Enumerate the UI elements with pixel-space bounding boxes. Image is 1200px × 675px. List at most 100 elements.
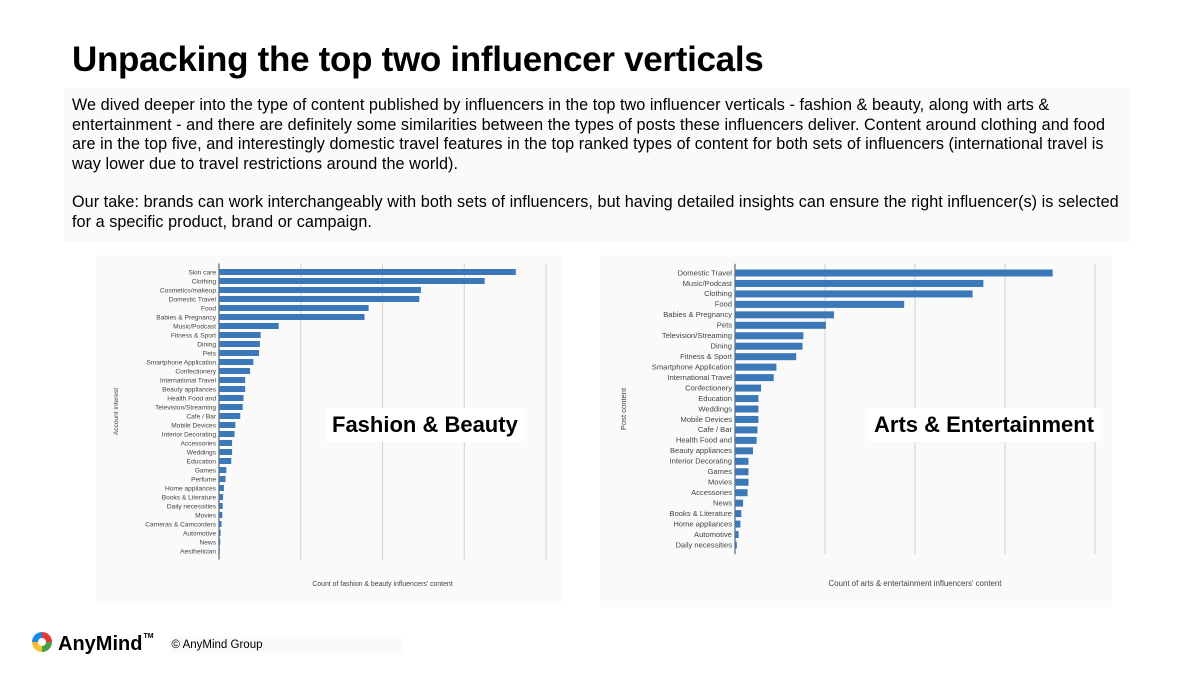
fb-bar-television-streaming: [219, 404, 243, 410]
fb-bar-books-literature: [219, 494, 224, 500]
fb-tick-fitness-sport: Fitness & Sport: [171, 332, 216, 339]
fb-bar-daily-necessities: [219, 503, 223, 509]
ae-tick-books-literature: Books & Literature: [670, 509, 732, 518]
ae-bar-smartphone-application: [735, 363, 777, 371]
ae-tick-interior-decorating: Interior Decorating: [670, 457, 732, 466]
ae-tick-clothing: Clothing: [704, 289, 732, 298]
ae-tick-daily-necessities: Daily necessities: [675, 540, 732, 549]
fb-tick-music-podcast: Music/Podcast: [173, 323, 216, 330]
ae-bar-movies: [735, 478, 749, 486]
ae-tick-smartphone-application: Smartphone Application: [652, 362, 732, 371]
fb-bar-interior-decorating: [219, 431, 235, 437]
logo-trademark: TM: [143, 633, 154, 640]
fb-tick-food: Food: [201, 305, 216, 312]
copyright-text: © AnyMind Group: [169, 636, 403, 653]
ae-tick-fitness-sport: Fitness & Sport: [680, 352, 733, 361]
fb-tick-pets: Pets: [203, 350, 217, 357]
ae-bar-books-literature: [735, 510, 742, 518]
fb-bar-education: [219, 458, 232, 464]
fb-bar-perfume: [219, 476, 226, 482]
fb-tick-games: Games: [195, 467, 217, 474]
ae-tick-food: Food: [715, 300, 732, 309]
fashion-beauty-chart: Skin care Clothing Cosmetics/makeup Domesti…: [113, 263, 547, 588]
fb-tick-cameras-camcorders: Cameras & Camcorders: [145, 521, 216, 528]
ae-tick-pets: Pets: [717, 321, 732, 330]
ae-bar-food: [735, 300, 905, 308]
fb-bar-health-food-and: [219, 395, 244, 401]
fb-tick-smartphone-application: Smartphone Application: [146, 359, 216, 366]
fashion-beauty-label: Fashion & Beauty: [326, 408, 524, 442]
ae-bar-games: [735, 468, 749, 476]
ae-bar-automotive: [735, 531, 739, 539]
fb-tick-cafe-bar: Cafe / Bar: [186, 413, 216, 420]
fb-tick-dining: Dining: [197, 341, 216, 348]
ae-tick-health-food-and: Health Food and: [676, 436, 732, 445]
ae-tick-mobile-devices: Mobile Devices: [681, 415, 733, 424]
fb-tick-mobile-devices: Mobile Devices: [171, 422, 216, 429]
fb-bar-smartphone-application: [219, 359, 254, 365]
fb-bar-skin-care: [219, 269, 516, 275]
ae-tick-games: Games: [708, 467, 733, 476]
ae-tick-news: News: [713, 498, 732, 507]
fb-tick-daily-necessities: Daily necessities: [167, 503, 217, 510]
fb-bar-clothing: [219, 278, 485, 284]
fb-tick-automotive: Automotive: [183, 530, 216, 537]
ae-bar-television-streaming: [735, 332, 804, 340]
ae-tick-education: Education: [698, 394, 732, 403]
fb-tick-domestic-travel: Domestic Travel: [169, 296, 217, 303]
fb-bar-music-podcast: [219, 323, 279, 329]
ae-tick-movies: Movies: [708, 478, 732, 487]
fb-tick-perfume: Perfume: [191, 476, 216, 483]
fb-bar-international-travel: [219, 377, 246, 383]
footer: AnyMindTM © AnyMind Group: [30, 630, 403, 659]
paragraph-take: Our take: brands can work interchangeabl…: [72, 193, 1119, 231]
body-text: We dived deeper into the type of content…: [64, 88, 1130, 242]
fb-bar-games: [219, 467, 227, 473]
ae-bar-beauty-appliances: [735, 447, 753, 455]
fb-bar-beauty-appliances: [219, 386, 246, 392]
fb-tick-beauty-appliances: Beauty appliances: [162, 386, 217, 393]
ae-y-axis-label: Post content: [619, 387, 628, 430]
arts-entertainment-label: Arts & Entertainment: [868, 408, 1101, 442]
fb-bar-home-appliances: [219, 485, 224, 491]
fb-tick-education: Education: [187, 458, 217, 465]
fb-tick-aesthetician: Aesthetician: [180, 548, 216, 555]
ae-bar-clothing: [735, 290, 973, 298]
fb-tick-books-literature: Books & Literature: [162, 494, 217, 501]
ae-tick-automotive: Automotive: [694, 530, 732, 539]
fb-tick-television-streaming: Television/Streaming: [155, 404, 216, 411]
fb-bar-cafe-bar: [219, 413, 241, 419]
ae-bar-interior-decorating: [735, 457, 749, 465]
fb-bar-babies-pregnancy: [219, 314, 365, 320]
ae-bar-pets: [735, 321, 826, 329]
paragraph-intro: We dived deeper into the type of content…: [72, 96, 1106, 173]
ae-tick-confectionery: Confectionery: [685, 383, 732, 392]
anymind-logo-icon: [30, 630, 54, 659]
ae-tick-home-appliances: Home appliances: [673, 519, 732, 528]
ae-tick-television-streaming: Television/Streaming: [662, 331, 732, 340]
ae-tick-international-travel: International Travel: [667, 373, 732, 382]
fb-bar-domestic-travel: [219, 296, 420, 302]
fb-bar-mobile-devices: [219, 422, 236, 428]
ae-bar-weddings: [735, 405, 759, 413]
anymind-logo-text: AnyMindTM: [58, 633, 154, 655]
ae-bar-mobile-devices: [735, 415, 759, 423]
fb-bar-dining: [219, 341, 260, 347]
fb-tick-clothing: Clothing: [192, 278, 217, 285]
fb-tick-interior-decorating: Interior Decorating: [162, 431, 217, 438]
fb-tick-weddings: Weddings: [187, 449, 217, 456]
ae-bar-education: [735, 395, 759, 403]
ae-bar-news: [735, 499, 744, 507]
fb-bar-pets: [219, 350, 260, 356]
ae-bar-home-appliances: [735, 520, 741, 528]
fb-bar-cosmetics-makeup: [219, 287, 421, 293]
fb-tick-skin-care: Skin care: [189, 269, 217, 276]
ae-bar-international-travel: [735, 374, 774, 382]
fb-y-axis-label: Account interest: [113, 388, 120, 435]
ae-tick-domestic-travel: Domestic Travel: [678, 268, 733, 277]
ae-bar-cafe-bar: [735, 426, 758, 434]
ae-bar-health-food-and: [735, 436, 757, 444]
fb-tick-health-food-and: Health Food and: [167, 395, 216, 402]
ae-tick-cafe-bar: Cafe / Bar: [698, 425, 733, 434]
